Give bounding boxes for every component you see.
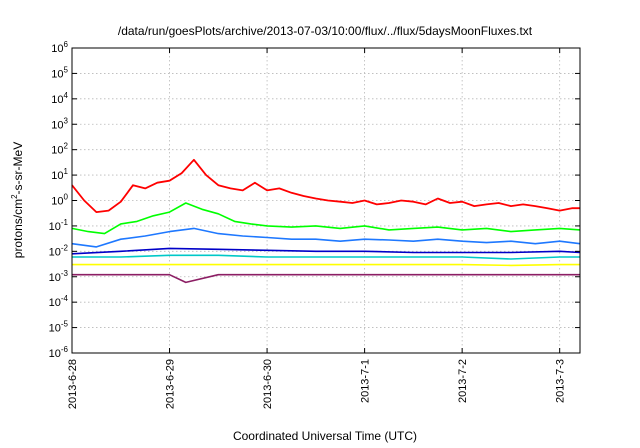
- chart-title: /data/run/goesPlots/archive/2013-07-03/1…: [118, 24, 533, 38]
- y-axis: 10-6 10-5 10-4 10-3 10-2 10-1 100 101 102 103 104 1…: [49, 40, 580, 360]
- y-tick-label: 102: [51, 142, 68, 157]
- y-tick-label: 104: [51, 91, 68, 106]
- series-line-7: [72, 273, 580, 284]
- y-tick-label: 10-1: [49, 218, 69, 233]
- series-line-3: [71, 227, 581, 248]
- x-axis-label: Coordinated Universal Time (UTC): [233, 429, 417, 443]
- y-tick-label: 106: [51, 40, 68, 55]
- y-tick-label: 101: [51, 167, 68, 182]
- y-tick-label: 105: [51, 65, 68, 80]
- x-tick-label: 2013-7-1: [360, 359, 372, 403]
- x-tick-label: 2013-6-28: [67, 359, 79, 409]
- y-tick-label: 10-3: [49, 269, 69, 284]
- y-tick-label: 10-6: [49, 345, 69, 360]
- x-axis: 2013-6-28 2013-6-29 2013-6-30 2013-7-1 2013-…: [67, 48, 567, 409]
- series-line-6: [72, 263, 580, 267]
- x-tick-label: 2013-6-30: [262, 359, 274, 409]
- series-line-5: [72, 254, 580, 260]
- y-tick-label: 103: [51, 116, 68, 131]
- y-tick-label: 10-4: [49, 294, 69, 309]
- series-line-2: [71, 202, 581, 235]
- x-tick-label: 2013-7-3: [555, 359, 567, 403]
- y-axis-label: protons/cm2-s-sr-MeV: [10, 142, 25, 258]
- series-line-4: [71, 247, 581, 255]
- y-tick-label: 100: [51, 193, 68, 208]
- x-tick-label: 2013-6-29: [165, 359, 177, 409]
- y-tick-label: 10-2: [49, 243, 69, 258]
- y-tick-label: 10-5: [49, 320, 69, 335]
- series-group: [71, 158, 581, 284]
- x-tick-label: 2013-7-2: [457, 359, 469, 403]
- series-line-1: [71, 158, 580, 214]
